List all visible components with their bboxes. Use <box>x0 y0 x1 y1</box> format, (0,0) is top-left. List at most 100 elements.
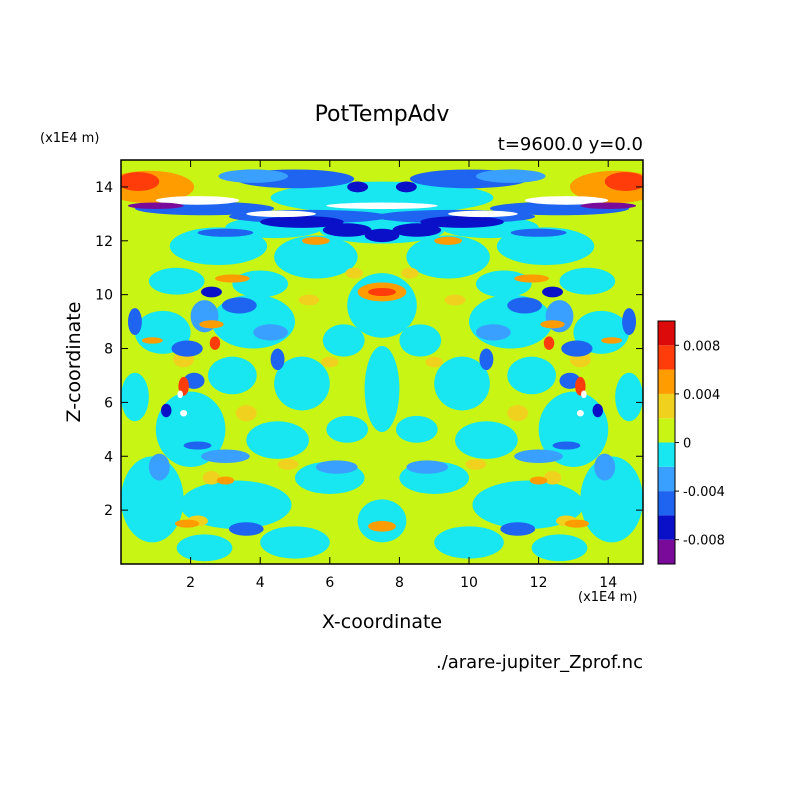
contour-region <box>174 519 200 528</box>
contour-region <box>434 236 463 245</box>
contour-region <box>564 519 590 528</box>
contour-region <box>274 235 358 279</box>
contour-region <box>448 210 518 218</box>
contour-region <box>465 458 487 470</box>
contour-region <box>127 308 142 336</box>
contour-region <box>347 181 369 193</box>
plot-frame <box>120 159 644 565</box>
contour-region <box>121 372 149 422</box>
contour-plot-area <box>120 159 644 565</box>
contour-region <box>395 181 417 193</box>
x-tick-label: 4 <box>256 575 265 591</box>
x-tick-label: 6 <box>325 575 334 591</box>
contour-region <box>270 348 285 371</box>
contour-region <box>301 236 330 245</box>
axes: 2 4 6 8 10 12 14 2 4 6 8 10 12 14 <box>95 160 643 591</box>
contour-region <box>180 480 292 529</box>
contour-region <box>216 476 235 485</box>
contour-region <box>209 336 221 350</box>
colorbar-swatch <box>658 539 675 564</box>
colorbar-swatch <box>658 393 675 419</box>
contour-region <box>559 267 616 295</box>
contour-region <box>183 441 212 450</box>
contour-region <box>524 196 609 205</box>
contour-region <box>121 172 160 191</box>
contour-region <box>496 227 595 266</box>
contour-region <box>580 456 643 543</box>
contour-region <box>543 471 562 485</box>
contour-region <box>155 196 240 205</box>
colorbar-tick-label: 0.004 <box>683 388 720 403</box>
contour-region <box>434 526 504 559</box>
contour-region <box>444 294 466 306</box>
contour-region <box>514 449 563 463</box>
colorbar-swatch <box>658 418 675 443</box>
contour-region <box>180 409 188 417</box>
contour-region <box>148 267 205 295</box>
x-units-label: (x1E4 m) <box>578 590 637 605</box>
contour-region <box>177 390 183 399</box>
contour-region <box>141 337 163 344</box>
contour-region <box>401 267 419 279</box>
contour-region <box>542 286 563 298</box>
contour-region <box>368 520 396 532</box>
contour-region <box>580 202 637 210</box>
contour-region <box>232 270 289 298</box>
contour-region <box>326 415 369 443</box>
contour-region <box>208 356 257 395</box>
contour-region <box>176 534 233 562</box>
contour-region <box>425 356 443 368</box>
contour-region <box>529 476 548 485</box>
contour-region <box>368 287 396 297</box>
contour-region <box>298 294 320 306</box>
contour-region <box>171 340 203 357</box>
contour-region <box>392 223 442 237</box>
contour-region <box>561 340 593 357</box>
colorbar-tick-label: 0.008 <box>683 339 720 354</box>
y-tick-label: 8 <box>104 342 113 358</box>
y-tick-label: 10 <box>95 288 113 304</box>
contour-region <box>364 228 400 243</box>
colorbar-swatch <box>658 515 675 540</box>
chart-subtitle: t=9600.0 y=0.0 <box>498 134 643 155</box>
x-tick-label: 12 <box>530 575 548 591</box>
contour-region <box>455 421 518 459</box>
contour-region <box>214 274 250 283</box>
contour-region <box>472 480 584 529</box>
contour-region <box>199 320 224 329</box>
contour-region <box>434 356 490 411</box>
contour-region <box>148 453 170 481</box>
contour-region <box>592 403 603 418</box>
contour-region <box>399 324 442 357</box>
contour-region <box>510 228 567 237</box>
contour-region <box>228 522 264 536</box>
colorbar-swatch <box>658 321 675 346</box>
contour-region <box>253 324 289 341</box>
contour-region <box>127 202 184 210</box>
contour-region <box>202 471 221 485</box>
contour-region <box>538 391 609 467</box>
contour-region <box>357 499 407 543</box>
contour-region <box>270 181 494 214</box>
contour-region <box>514 274 550 283</box>
contour-region <box>475 324 511 341</box>
source-file-label: ./arare-jupiter_Zprof.nc <box>436 652 643 673</box>
contour-region <box>622 308 637 336</box>
colorbar-swatch <box>658 345 675 370</box>
contour-region <box>260 216 344 228</box>
contour-region <box>155 391 226 467</box>
contour-region <box>322 324 365 357</box>
contour-region <box>420 216 504 228</box>
y-units-label: (x1E4 m) <box>40 131 99 146</box>
contour-region <box>543 336 555 350</box>
contour-region <box>507 297 543 314</box>
x-tick-label: 10 <box>460 575 478 591</box>
contour-region <box>260 526 330 559</box>
contour-region <box>326 202 438 210</box>
x-axis-title: X-coordinate <box>322 611 442 633</box>
contour-region <box>345 267 363 279</box>
x-tick-label: 14 <box>599 575 617 591</box>
contour-region <box>315 460 358 474</box>
colorbar-tick-label: -0.008 <box>683 534 725 549</box>
